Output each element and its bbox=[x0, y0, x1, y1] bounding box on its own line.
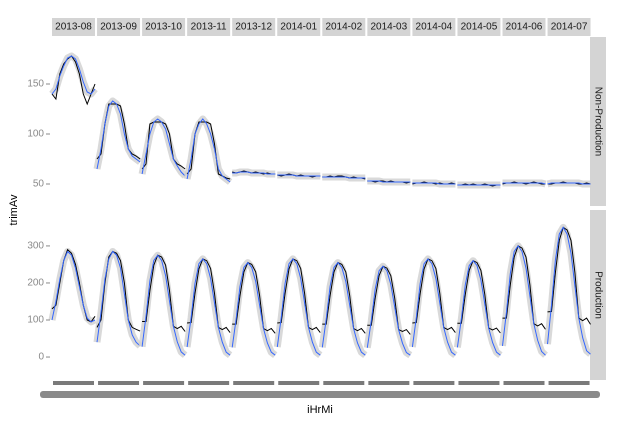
fit-line bbox=[231, 261, 276, 356]
x-axis-title: iHrMi bbox=[307, 404, 333, 416]
y-axis-title: trimAv bbox=[8, 194, 20, 225]
strip bbox=[232, 18, 276, 36]
data-line bbox=[96, 250, 141, 332]
x-label-overlap bbox=[413, 381, 455, 385]
strip bbox=[187, 18, 231, 36]
x-label-overlap bbox=[503, 381, 545, 385]
strip bbox=[367, 18, 411, 36]
x-label-overlap bbox=[98, 381, 140, 385]
x-label-overlap bbox=[368, 381, 410, 385]
fit-line bbox=[96, 250, 141, 347]
x-label-overlap bbox=[233, 381, 275, 385]
x-label-overlap bbox=[278, 381, 320, 385]
fit-line bbox=[51, 250, 96, 323]
x-label-overlap bbox=[40, 391, 600, 398]
data-line bbox=[367, 265, 411, 335]
strip bbox=[590, 210, 606, 380]
y-tick-label: 0 bbox=[38, 352, 44, 363]
strip bbox=[547, 18, 591, 36]
fit-line bbox=[51, 55, 96, 95]
strip-label: 2014-07 bbox=[551, 22, 588, 33]
data-line bbox=[547, 226, 591, 325]
fit-line bbox=[456, 259, 501, 356]
x-label-overlap bbox=[548, 381, 590, 385]
x-label-overlap bbox=[458, 381, 500, 385]
strip bbox=[590, 37, 606, 206]
strip-label: 2013-12 bbox=[235, 22, 272, 33]
strip-label: 2013-11 bbox=[191, 22, 227, 33]
fit-line bbox=[322, 176, 366, 179]
data-line bbox=[142, 254, 186, 332]
strip-label: 2013-09 bbox=[100, 22, 137, 33]
strip-label: 2014-04 bbox=[416, 22, 453, 33]
fit-line bbox=[321, 261, 366, 356]
fit-line bbox=[547, 226, 591, 355]
y-tick-label: 100 bbox=[27, 129, 44, 140]
fit-line bbox=[141, 118, 186, 177]
fit-line bbox=[186, 118, 231, 183]
strip-label: 2014-05 bbox=[461, 22, 498, 33]
data-line bbox=[232, 261, 276, 334]
fit-line bbox=[141, 254, 186, 356]
strip bbox=[52, 18, 95, 36]
y-tick-label: 300 bbox=[27, 241, 44, 252]
fit-line bbox=[277, 174, 321, 177]
fit-line bbox=[502, 245, 546, 356]
y-tick-label: 200 bbox=[27, 278, 44, 289]
strip-label: 2014-01 bbox=[280, 22, 317, 33]
y-tick-label: 150 bbox=[27, 79, 44, 90]
fit-line bbox=[411, 258, 456, 356]
x-label-overlap bbox=[323, 381, 365, 385]
data-line bbox=[457, 260, 501, 334]
y-tick-label: 100 bbox=[27, 315, 44, 326]
strip-label: Non-Production bbox=[592, 87, 603, 156]
fit-line bbox=[502, 182, 546, 185]
fit-line bbox=[367, 180, 411, 183]
data-line bbox=[277, 258, 321, 333]
fit-line bbox=[96, 100, 141, 170]
data-line bbox=[141, 121, 186, 170]
strip bbox=[97, 18, 141, 36]
strip bbox=[322, 18, 366, 36]
strip-label: 2013-10 bbox=[145, 22, 182, 33]
strip-label: 2013-08 bbox=[55, 22, 92, 33]
strip-label: 2014-02 bbox=[325, 22, 362, 33]
x-label-overlap bbox=[53, 381, 94, 385]
y-tick-label: 50 bbox=[33, 179, 45, 190]
x-label-overlap bbox=[188, 381, 230, 385]
strip bbox=[277, 18, 321, 36]
x-label-overlap bbox=[143, 381, 185, 385]
strip bbox=[457, 18, 501, 36]
fit-line bbox=[412, 182, 456, 185]
data-line bbox=[412, 258, 456, 333]
fit-line bbox=[276, 258, 321, 356]
data-line bbox=[187, 258, 231, 333]
data-line bbox=[502, 245, 546, 330]
strip-label: 2014-06 bbox=[506, 22, 543, 33]
strip-label: 2014-03 bbox=[370, 22, 407, 33]
fit-line bbox=[232, 171, 276, 175]
strip bbox=[412, 18, 456, 36]
strip bbox=[142, 18, 186, 36]
fit-line bbox=[186, 258, 231, 356]
fit-line bbox=[366, 265, 411, 356]
strip-label: Production bbox=[592, 271, 603, 319]
data-line bbox=[322, 261, 366, 334]
strip bbox=[502, 18, 546, 36]
data-line bbox=[51, 248, 96, 323]
fit-line bbox=[547, 182, 591, 185]
